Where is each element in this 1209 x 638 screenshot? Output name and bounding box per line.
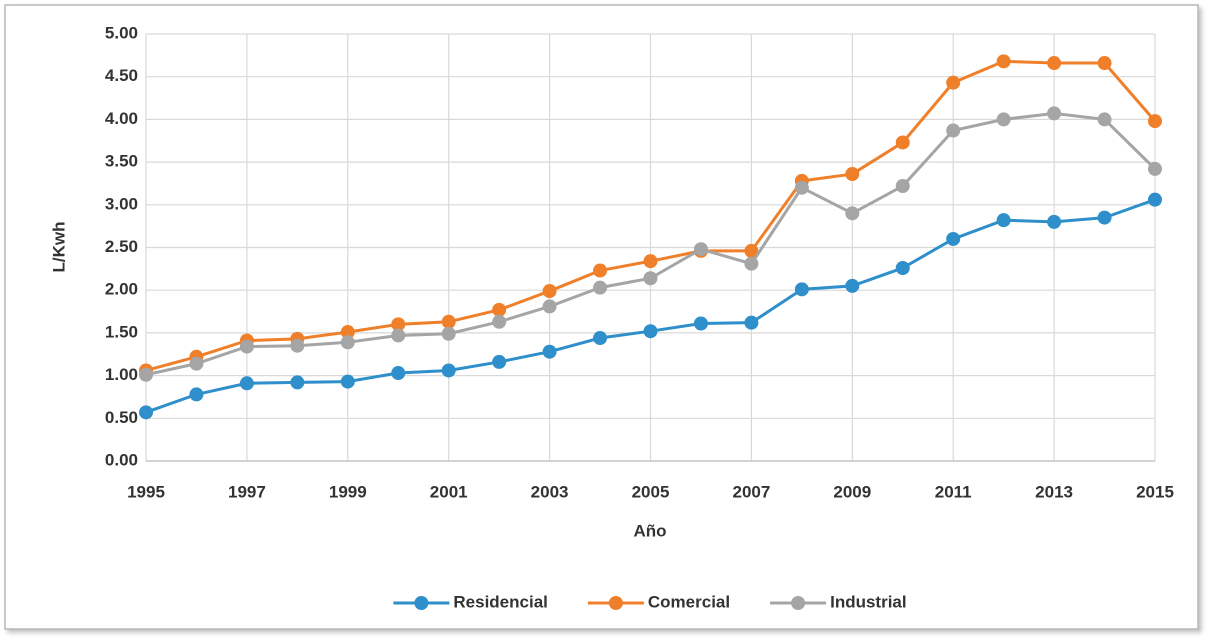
- data-point: [895, 179, 910, 194]
- data-point: [542, 284, 557, 299]
- data-point: [542, 344, 557, 359]
- x-tick-label: 2009: [833, 482, 871, 501]
- chart-frame: [4, 4, 1199, 630]
- y-tick-label: 1.50: [105, 322, 138, 341]
- data-point: [693, 242, 708, 257]
- data-point: [946, 123, 961, 138]
- data-point: [744, 315, 759, 330]
- x-tick-label: 2003: [531, 482, 569, 501]
- data-point: [239, 376, 254, 391]
- data-point: [189, 387, 204, 402]
- legend-item: Industrial: [770, 592, 907, 611]
- x-tick-label: 2005: [632, 482, 670, 501]
- legend-item: Comercial: [587, 592, 730, 611]
- y-axis-label: L/Kwh: [49, 222, 68, 273]
- data-point: [391, 366, 406, 381]
- y-tick-label: 3.00: [105, 194, 138, 213]
- data-point: [1047, 214, 1062, 229]
- x-tick-label: 2001: [430, 482, 468, 501]
- y-tick-label: 4.00: [105, 109, 138, 128]
- y-tick-label: 4.50: [105, 66, 138, 85]
- data-point: [593, 280, 608, 295]
- data-point: [845, 167, 860, 182]
- data-point: [1148, 114, 1162, 129]
- data-point: [391, 328, 406, 343]
- data-point: [492, 314, 507, 329]
- data-point: [794, 282, 809, 297]
- data-point: [895, 135, 910, 150]
- data-point: [643, 271, 658, 286]
- data-point: [1047, 106, 1062, 121]
- data-point: [1097, 56, 1112, 71]
- data-point: [1148, 192, 1162, 207]
- data-point: [643, 254, 658, 269]
- x-tick-label: 1997: [228, 482, 266, 501]
- data-point: [744, 243, 759, 258]
- legend-item: Residencial: [393, 592, 548, 611]
- y-tick-label: 3.50: [105, 152, 138, 171]
- data-point: [239, 339, 254, 354]
- data-point: [1097, 112, 1112, 127]
- data-point: [139, 405, 153, 420]
- x-axis-label: Año: [633, 521, 666, 540]
- data-point: [1097, 210, 1112, 225]
- data-point: [794, 180, 809, 195]
- x-tick-label: 2007: [732, 482, 770, 501]
- x-tick-label: 1995: [127, 482, 165, 501]
- data-point: [996, 54, 1011, 69]
- data-point: [340, 374, 355, 389]
- data-point: [1047, 56, 1062, 71]
- y-tick-label: 0.00: [105, 450, 138, 469]
- data-point: [643, 324, 658, 339]
- data-point: [1148, 161, 1162, 176]
- y-tick-label: 1.00: [105, 365, 138, 384]
- legend-label: Residencial: [453, 592, 548, 611]
- x-tick-label: 2011: [935, 482, 972, 501]
- data-point: [593, 263, 608, 278]
- data-point: [946, 231, 961, 246]
- data-point: [290, 375, 305, 390]
- data-point: [693, 316, 708, 331]
- data-point: [290, 338, 305, 353]
- data-point: [492, 302, 507, 317]
- x-tick-label: 1999: [329, 482, 367, 501]
- data-point: [340, 335, 355, 350]
- data-point: [895, 260, 910, 275]
- data-point: [845, 278, 860, 293]
- data-point: [996, 112, 1011, 127]
- x-tick-label: 2015: [1136, 482, 1174, 501]
- y-tick-label: 5.00: [105, 23, 138, 42]
- y-tick-label: 2.00: [105, 280, 138, 299]
- data-point: [492, 354, 507, 369]
- data-point: [139, 367, 153, 382]
- data-point: [340, 325, 355, 340]
- x-tick-label: 2013: [1035, 482, 1073, 501]
- data-point: [441, 363, 456, 378]
- data-point: [542, 299, 557, 314]
- data-point: [845, 206, 860, 221]
- data-point: [744, 256, 759, 271]
- data-point: [441, 314, 456, 329]
- y-tick-label: 2.50: [105, 237, 138, 256]
- legend-marker: [608, 596, 623, 610]
- data-point: [946, 75, 961, 90]
- data-point: [189, 356, 204, 371]
- data-point: [593, 331, 608, 346]
- legend-label: Comercial: [648, 592, 730, 611]
- legend-marker: [791, 596, 806, 610]
- legend: Residencial Comercial Industrial: [393, 592, 907, 611]
- y-tick-label: 0.50: [105, 408, 138, 427]
- legend-label: Industrial: [830, 592, 907, 611]
- legend-marker: [414, 596, 429, 610]
- data-point: [391, 317, 406, 332]
- data-point: [996, 213, 1011, 228]
- data-point: [441, 326, 456, 341]
